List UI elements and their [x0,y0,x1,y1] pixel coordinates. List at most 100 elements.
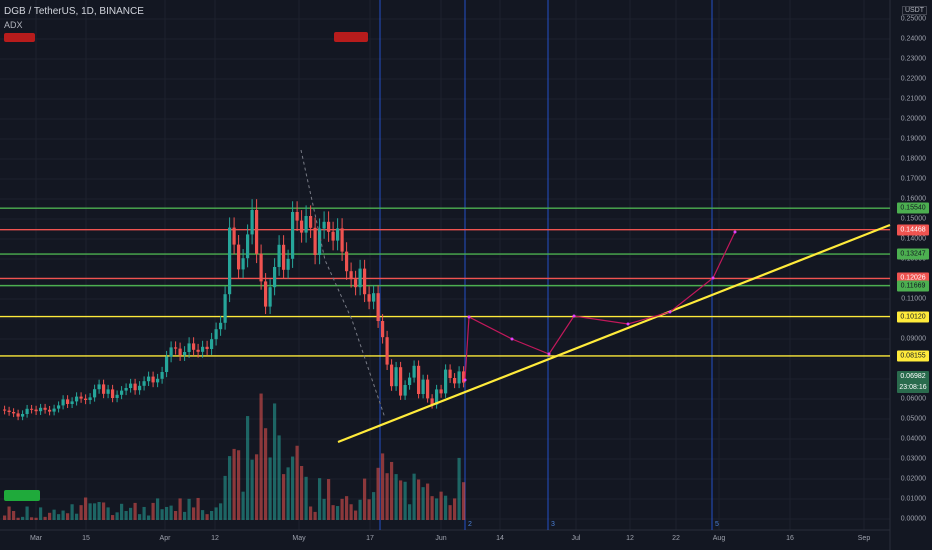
volume-bar [115,512,119,520]
candle-body [93,389,97,398]
level-price-tag: 0.13247 [897,248,929,260]
volume-bar [349,504,353,520]
volume-bar [48,512,52,520]
price-tick-label: 0.03000 [900,455,926,463]
candle-body [417,365,421,394]
symbol-title[interactable]: DGB / TetherUS, 1D, BINANCE [4,6,144,17]
candle-body [354,279,358,288]
volume-bar [430,496,434,520]
candle-body [264,281,268,307]
candle-body [349,271,353,280]
volume-bar [210,511,214,520]
candle-body [444,369,448,394]
volume-bar [367,499,371,520]
volume-bar [417,479,421,520]
time-tick-label: Jul [571,535,581,542]
candle-body [313,227,317,255]
volume-bar [291,456,295,520]
projection-point [467,315,471,319]
vline-number: 2 [468,521,472,528]
last-price: 0.06982 [900,373,926,380]
candle-body [102,384,106,394]
volume-bar [120,503,124,520]
candle-body [381,321,385,338]
volume-bar [345,496,349,520]
volume-bar [354,510,358,520]
volume-bar [187,498,191,520]
price-tick-label: 0.04000 [900,435,926,443]
candle-body [192,343,196,350]
drawing-overlays[interactable] [300,149,891,444]
time-tick-label: 17 [366,535,374,542]
volume-bar [196,497,200,520]
candle-body [3,409,7,411]
candle-body [57,405,61,409]
volume-bar [102,502,106,520]
vline-number: 5 [715,521,719,528]
projection-point [668,310,672,314]
candle-body [210,339,214,349]
volume-bar [457,457,461,520]
volume-bar [439,491,443,520]
volume-bar [214,507,218,520]
time-tick-label: 22 [672,535,680,542]
volume-bar [57,514,61,520]
candle-body [426,379,430,399]
volume-bar [421,487,425,520]
volume-bar [111,515,115,520]
horizontal-levels[interactable] [0,207,890,357]
volume-bar [259,393,263,520]
candle-body [7,410,11,412]
candle-body [21,414,25,417]
volume-bar [43,516,47,520]
volume-bar [174,511,178,520]
candle-body [79,396,83,399]
candle-body [183,352,187,356]
time-tick-label: 14 [496,535,504,542]
volume-bar [75,513,79,520]
volume-bar [201,510,205,520]
candle-body [268,287,272,307]
volume-bar [192,507,196,520]
indicator-label[interactable]: ADX [4,20,23,30]
candle-body [282,244,286,270]
volume-bar [151,502,155,520]
vertical-marker-lines [379,0,713,530]
volume-bar [147,515,151,520]
quote-unit-button[interactable]: USDT [901,6,927,15]
candle-body [12,412,16,414]
volume-bar [84,497,88,520]
volume-bar [7,506,11,520]
volume-bar [250,459,254,520]
volume-bar [25,506,29,520]
time-tick-label: 16 [786,535,794,542]
dashed-projection-line [300,149,386,419]
volume-bar [412,473,416,520]
volume-bar [394,474,398,520]
time-tick-label: 15 [82,535,90,542]
volume-bar [340,498,344,520]
volume-bar [453,498,457,520]
candle-body [142,381,146,386]
candle-body [300,220,304,233]
projection-point [463,378,467,382]
candle-body [376,293,380,321]
volume-bar [160,509,164,520]
indicator-badge-mid [334,32,368,42]
candle-body [165,356,169,372]
candle-body [246,234,250,259]
price-tick-label: 0.09000 [900,335,926,343]
candle-body [151,376,155,383]
candle-body [259,253,263,282]
volume-bar [138,514,142,520]
price-tick-label: 0.06000 [900,395,926,403]
candle-body [457,371,461,384]
volume-bar [88,503,92,520]
projection-point [572,314,576,318]
volume-bar [124,511,128,520]
indicator-badge-left [4,33,35,42]
level-price-tag: 0.12026 [897,272,929,284]
time-tick-label: 12 [626,535,634,542]
candle-body [61,399,65,406]
